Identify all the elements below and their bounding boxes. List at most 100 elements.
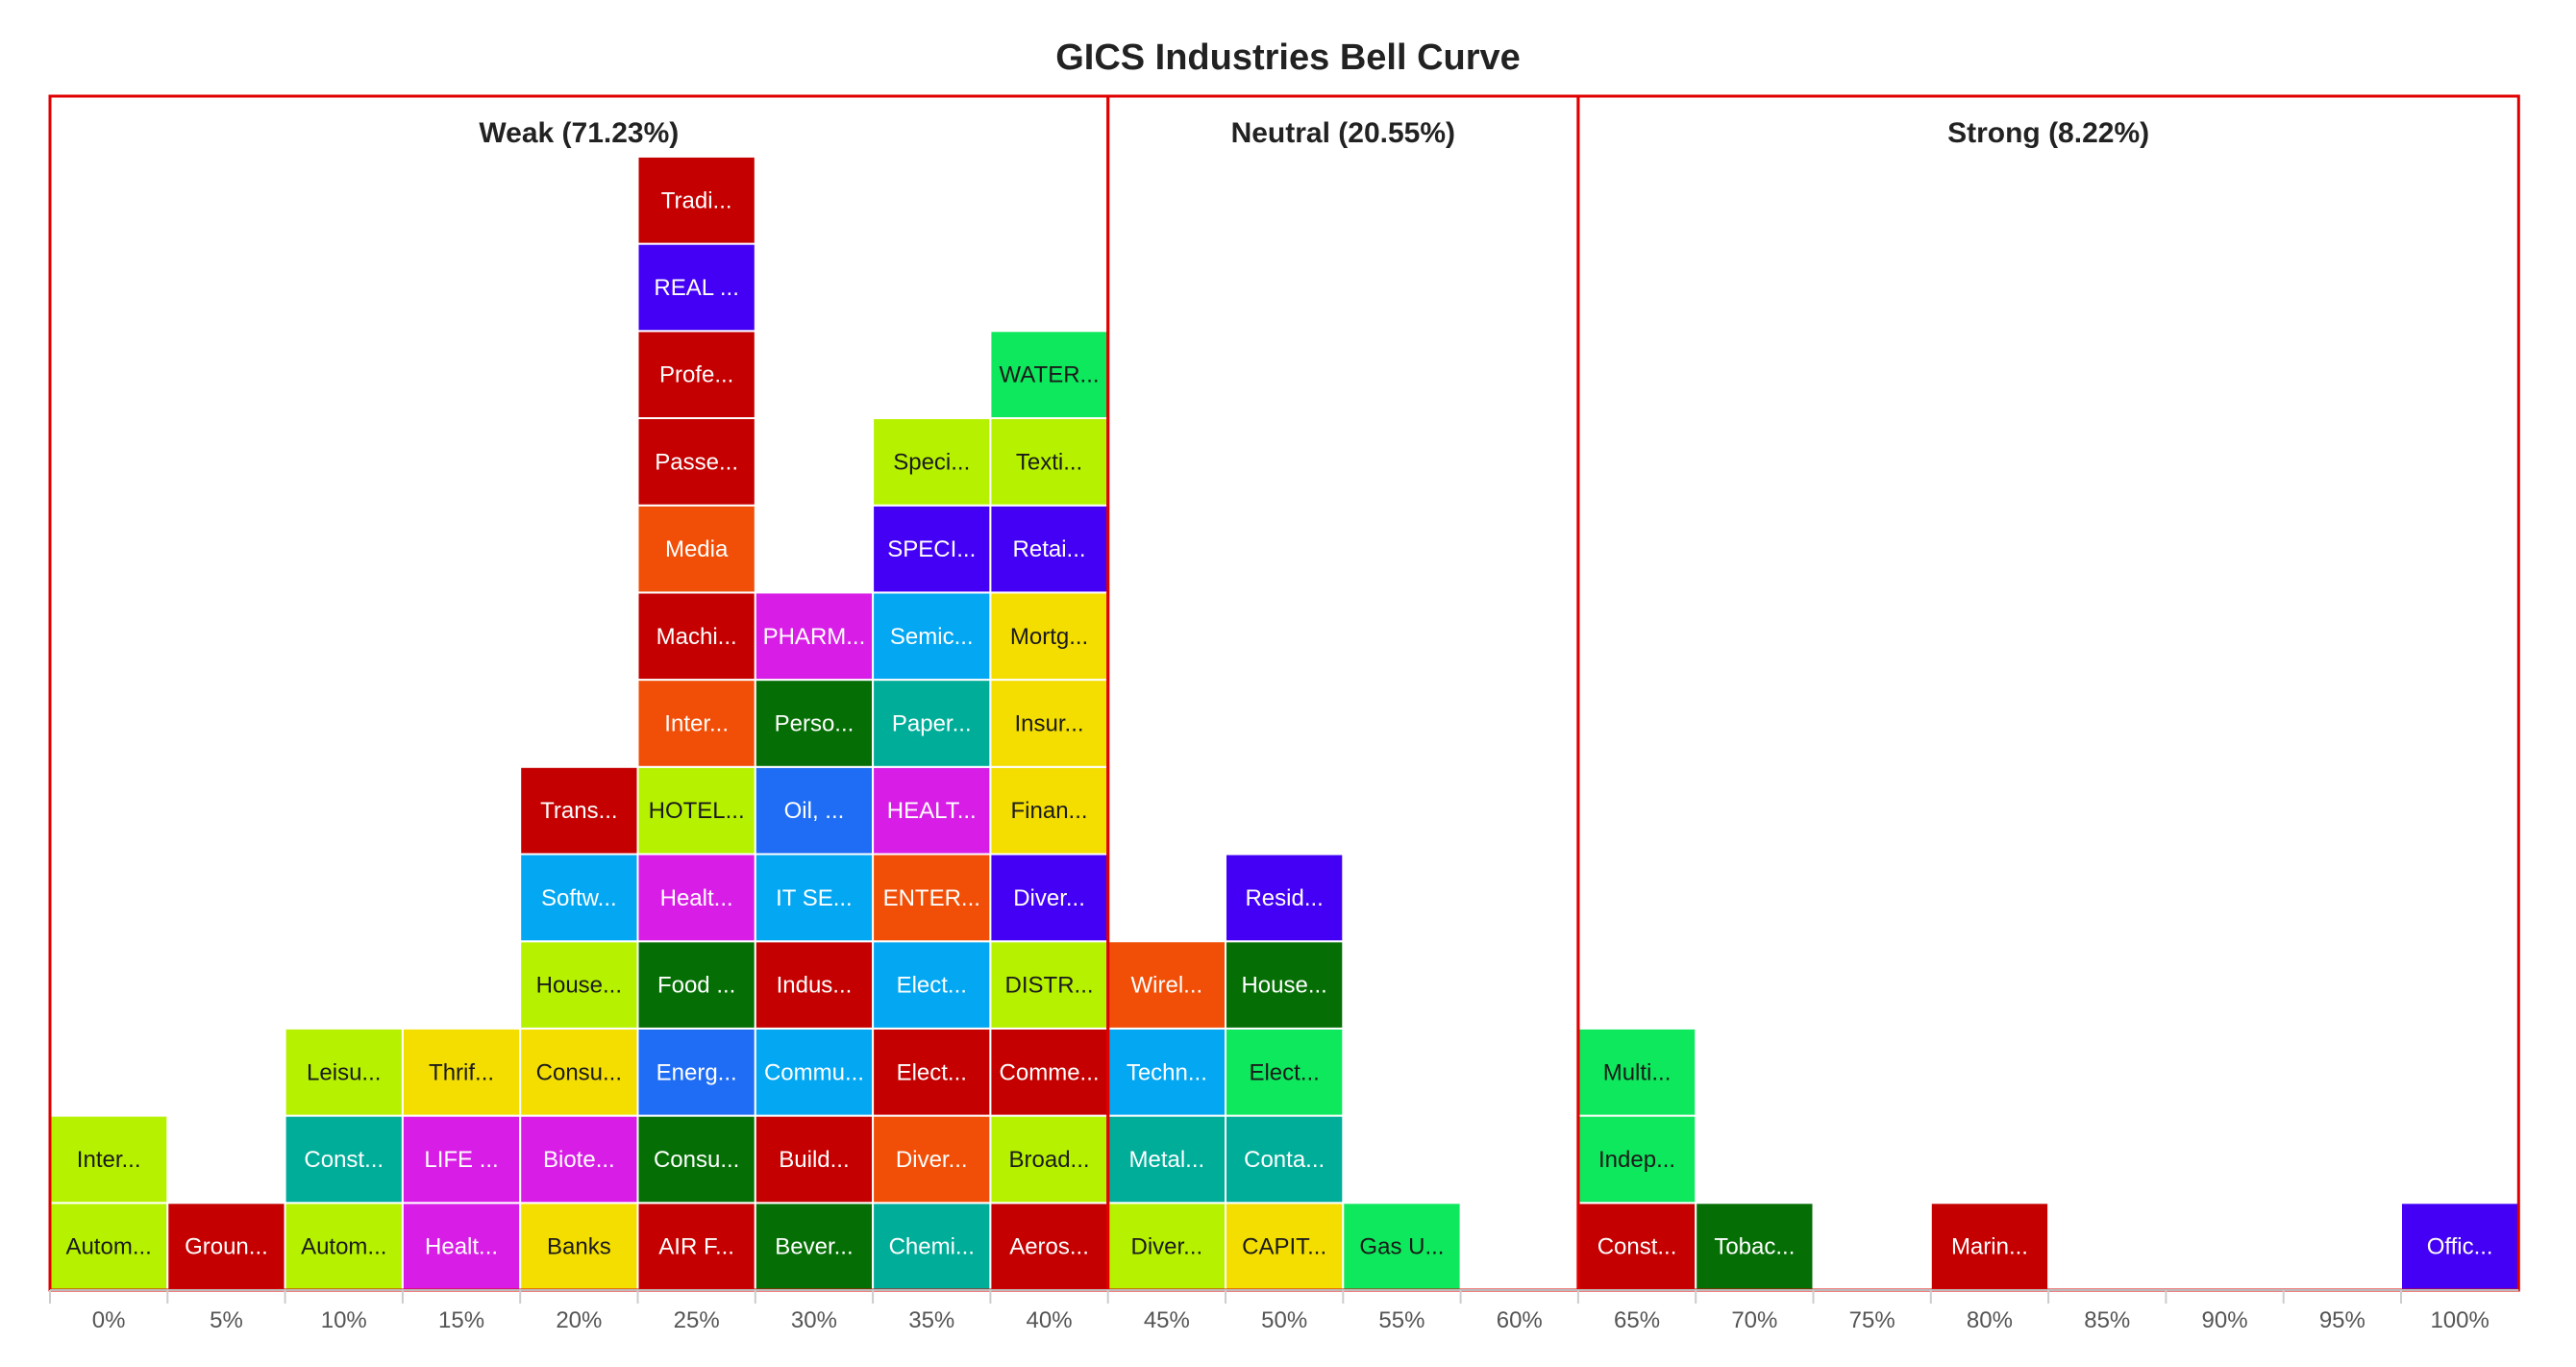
stack-cell (1106, 1027, 1226, 1117)
x-tick-label: 30% (791, 1307, 837, 1333)
stack-cell-label: Elect... (897, 973, 967, 999)
stack-cell-label: Media (665, 536, 729, 562)
stack-cell-label: Conta... (1244, 1147, 1325, 1173)
stack-cell (401, 1114, 522, 1205)
stack-cell (989, 1027, 1109, 1117)
stack-cell-label: Profe... (659, 362, 733, 388)
stack-cell-label: Passe... (655, 449, 738, 475)
stack-cell (1106, 1114, 1226, 1205)
stack-cell (284, 1027, 404, 1117)
zone-label: Neutral (20.55%) (1231, 117, 1455, 149)
stack-cell (636, 591, 756, 682)
stack-cell (989, 1202, 1109, 1292)
stack-cell-label: Autom... (65, 1234, 151, 1260)
stack-cell (872, 765, 992, 856)
stack-cell-label: Wirel... (1131, 973, 1203, 999)
stack-cell-label: SPECI... (887, 536, 976, 562)
stack-cell (989, 330, 1109, 419)
x-tick-label: 50% (1261, 1307, 1307, 1333)
stack-cell-label: Chemi... (889, 1234, 975, 1260)
stack-cell (519, 1027, 639, 1117)
stack-cell (754, 765, 875, 856)
stack-cell-label: Trans... (540, 798, 617, 824)
x-tick-label: 25% (674, 1307, 720, 1333)
stack-cell-label: LIFE ... (424, 1147, 498, 1173)
stack-cell (636, 155, 756, 245)
stack-cell (872, 1114, 992, 1205)
stack-cell-label: Build... (779, 1147, 849, 1173)
stack-cell-label: Gas U... (1359, 1234, 1444, 1260)
x-tick-label: 40% (1027, 1307, 1073, 1333)
stack-cell (1106, 940, 1226, 1030)
stack-cell (1225, 853, 1345, 943)
x-tick-label: 95% (2319, 1307, 2365, 1333)
stack-cell-label: Retai... (1013, 536, 1086, 562)
stack-cell-label: Leisu... (307, 1059, 381, 1085)
stack-cell-label: Groun... (185, 1234, 268, 1260)
stack-cell (636, 242, 756, 333)
stack-cell-label: Commu... (764, 1059, 864, 1085)
stack-cell-label: Diver... (1013, 885, 1085, 911)
x-tick-label: 65% (1614, 1307, 1660, 1333)
stack-cell (636, 417, 756, 507)
stack-cell-label: Healt... (660, 885, 733, 911)
stack-cell-label: Bever... (775, 1234, 853, 1260)
stack-cell (754, 679, 875, 768)
stack-cell-label: WATER... (1000, 362, 1100, 388)
stack-cell-label: Inter... (664, 710, 729, 736)
stack-cell (989, 591, 1109, 682)
x-axis-ticks: 0% 5% 10% 15% 20% 25% 30% 35% 40% 45% 50% 55% 60% 65%… (49, 1289, 2519, 1333)
stack-cell (636, 1114, 756, 1205)
stack-cell (1929, 1202, 2050, 1292)
stack-cell-label: Consu... (536, 1059, 622, 1085)
stack-cell (872, 417, 992, 507)
stack-cell-label: Thrif... (429, 1059, 494, 1085)
stack-cell-label: Speci... (893, 449, 970, 475)
stack-cell (1342, 1202, 1462, 1292)
stack-cell-label: Tobac... (1714, 1234, 1795, 1260)
x-tick-label: 55% (1378, 1307, 1424, 1333)
stack-cell-label: Const... (304, 1147, 384, 1173)
stack-cell (872, 504, 992, 594)
stack-cell-label: Perso... (775, 710, 855, 736)
stack-cell-label: Energ... (656, 1059, 737, 1085)
stack-cell-label: Offic... (2427, 1234, 2493, 1260)
stack-cell-label: HEALT... (887, 798, 977, 824)
stack-cell-label: IT SE... (776, 885, 853, 911)
stack-cell (636, 1202, 756, 1292)
stack-cell (636, 853, 756, 943)
stack-cell (636, 330, 756, 419)
stack-cell-label: Aeros... (1009, 1234, 1089, 1260)
stack-cell-label: Softw... (541, 885, 617, 911)
stack-cell (636, 504, 756, 594)
x-tick-label: 15% (438, 1307, 484, 1333)
stack-cell-label: Finan... (1011, 798, 1088, 824)
stack-cell-label: Food ... (657, 973, 735, 999)
x-tick-label: 75% (1849, 1307, 1895, 1333)
stack-cell-label: Indus... (777, 973, 853, 999)
x-tick-label: 85% (2084, 1307, 2130, 1333)
stack-cell (1225, 940, 1345, 1030)
stack-cell-label: Multi... (1603, 1059, 1672, 1085)
stack-cell (1225, 1114, 1345, 1205)
x-tick-label: 0% (92, 1307, 126, 1333)
stack-cell-label: Elect... (897, 1059, 967, 1085)
stack-cell-label: PHARM... (763, 624, 866, 650)
stack-cell-label: Techn... (1127, 1059, 1207, 1085)
stack-cell-label: Mortg... (1010, 624, 1088, 650)
stack-cell-label: Biote... (543, 1147, 615, 1173)
stack-cell-label: House... (1241, 973, 1326, 999)
stack-cell-label: Const... (1598, 1234, 1677, 1260)
stack-cell (636, 1027, 756, 1117)
stack-cell-label: Elect... (1249, 1059, 1319, 1085)
stack-cell (1576, 1027, 1697, 1117)
stack-cell (49, 1114, 169, 1205)
zone-boxes: Weak (71.23%) Neutral (20.55%) Strong (8.2… (48, 94, 2520, 1292)
stack-cell-label: Paper... (892, 710, 972, 736)
stack-cell-label: Semic... (890, 624, 974, 650)
stack-cell (284, 1114, 404, 1205)
stack-cell (636, 765, 756, 856)
stack-cell-label: Machi... (656, 624, 737, 650)
stack-cell-label: HOTEL... (649, 798, 745, 824)
stack-cell-label: Diver... (1131, 1234, 1203, 1260)
